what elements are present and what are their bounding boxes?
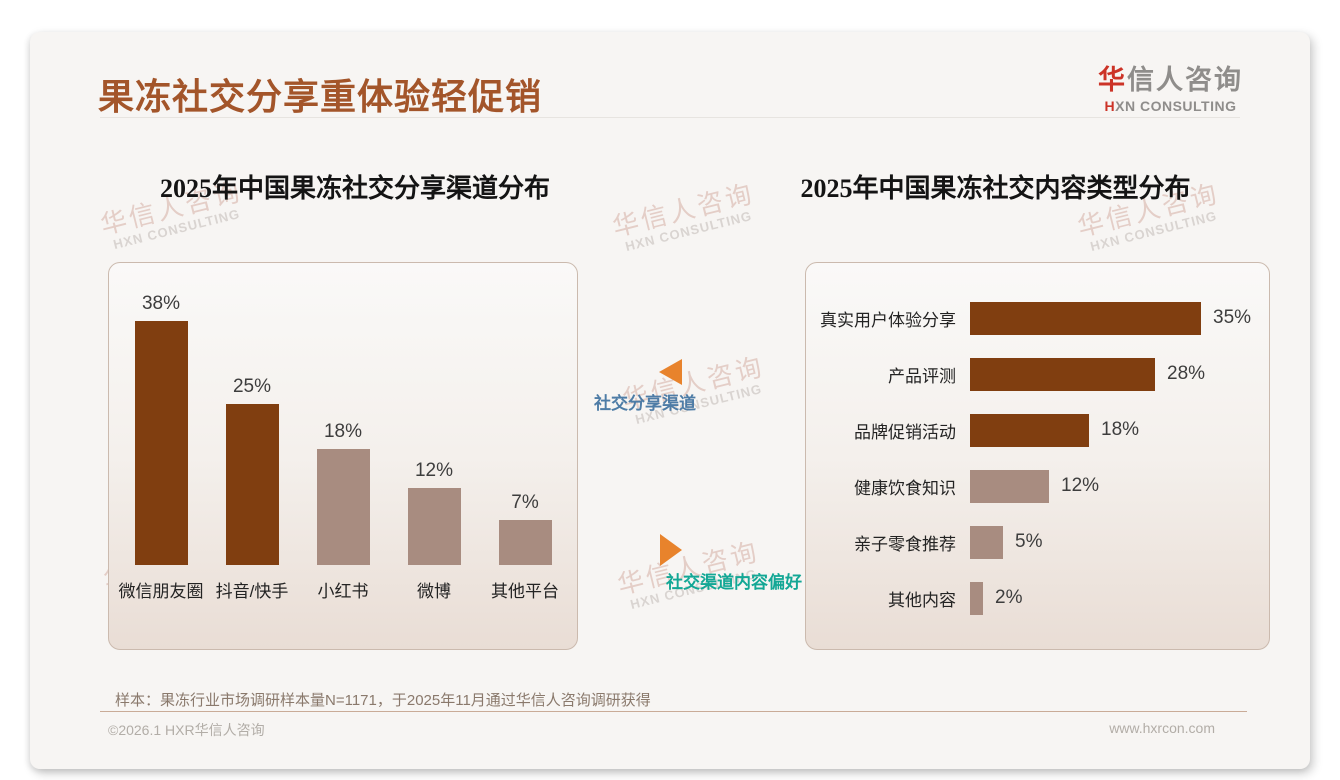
bar-value-label: 12%	[1061, 475, 1100, 496]
mid-label-bottom: 社交渠道内容偏好	[666, 573, 802, 592]
bar	[225, 404, 279, 565]
chart-row: 真实用户体验分享 35%	[806, 290, 1269, 346]
bar	[316, 449, 370, 565]
bar	[134, 321, 188, 565]
channel-chart-columns: 38% 微信朋友圈 25% 抖音/快手 18% 小红书 12% 微博 7% 其他平台	[109, 263, 577, 649]
bar-value-label: 28%	[1167, 363, 1206, 384]
category-label: 健康饮食知识	[854, 478, 956, 498]
category-label: 微博	[417, 582, 451, 601]
category-label: 品牌促销活动	[854, 422, 956, 442]
chart-row: 亲子零食推荐 5%	[806, 514, 1269, 570]
chart-row: 产品评测 28%	[806, 346, 1269, 402]
arrow-left-icon	[659, 359, 682, 385]
bar-value-label: 7%	[511, 492, 539, 513]
bar-value-label: 18%	[323, 421, 363, 442]
footer-divider	[100, 711, 1247, 712]
content-chart-panel: 真实用户体验分享 35% 产品评测 28% 品牌促销活动 18% 健康饮食知识 12% 亲子零食…	[805, 262, 1270, 650]
content-chart-rows: 真实用户体验分享 35% 产品评测 28% 品牌促销活动 18% 健康饮食知识 12% 亲子零食…	[806, 263, 1269, 649]
header-divider	[100, 117, 1240, 118]
footer-copyright: ©2026.1 HXR华信人咨询	[108, 722, 265, 738]
bar	[970, 525, 1003, 559]
left-chart-title: 2025年中国果冻社交分享渠道分布	[159, 174, 550, 203]
logo-en-text: HXN CONSULTING	[1104, 98, 1237, 114]
bar-value-label: 25%	[232, 376, 272, 397]
chart-row: 其他内容 2%	[806, 570, 1269, 626]
bar-value-label: 12%	[414, 460, 454, 481]
bar-value-label: 35%	[1213, 307, 1252, 328]
company-logo: 华信人咨询 HXN CONSULTING	[1098, 58, 1243, 114]
bar	[407, 488, 461, 565]
chart-row: 品牌促销活动 18%	[806, 402, 1269, 458]
chart-column: 38% 微信朋友圈	[116, 293, 207, 649]
bar-value-label: 18%	[1101, 419, 1140, 440]
logo-cn-text: 华信人咨询	[1098, 65, 1243, 95]
sample-note: 样本：果冻行业市场调研样本量N=1171，于2025年11月通过华信人咨询调研获…	[115, 692, 651, 709]
chart-column: 18% 小红书	[298, 421, 389, 649]
category-label: 产品评测	[888, 366, 956, 386]
category-label: 抖音/快手	[215, 582, 289, 601]
chart-column: 25% 抖音/快手	[207, 376, 298, 649]
bar	[970, 581, 983, 615]
footer-website: www.hxrcon.com	[1109, 720, 1215, 736]
bar	[970, 357, 1155, 391]
category-label: 其他平台	[491, 582, 559, 601]
category-label: 其他内容	[888, 590, 956, 610]
bar	[498, 520, 552, 565]
category-label: 亲子零食推荐	[854, 534, 956, 554]
page-title: 果冻社交分享重体验轻促销	[98, 76, 543, 117]
bar	[970, 413, 1089, 447]
category-label: 小红书	[317, 582, 369, 601]
channel-chart-panel: 38% 微信朋友圈 25% 抖音/快手 18% 小红书 12% 微博 7% 其他平台	[108, 262, 578, 650]
category-label: 真实用户体验分享	[820, 310, 956, 330]
right-chart-title: 2025年中国果冻社交内容类型分布	[800, 174, 1191, 203]
bar-value-label: 2%	[995, 587, 1023, 608]
arrow-right-icon	[660, 534, 682, 566]
chart-column: 7% 其他平台	[480, 492, 571, 649]
bar-value-label: 38%	[141, 293, 181, 314]
chart-column: 12% 微博	[389, 460, 480, 649]
chart-row: 健康饮食知识 12%	[806, 458, 1269, 514]
category-label: 微信朋友圈	[118, 582, 204, 601]
bar-value-label: 5%	[1015, 531, 1043, 552]
bar	[970, 469, 1049, 503]
mid-label-top: 社交分享渠道	[594, 394, 696, 413]
bar	[970, 301, 1201, 335]
